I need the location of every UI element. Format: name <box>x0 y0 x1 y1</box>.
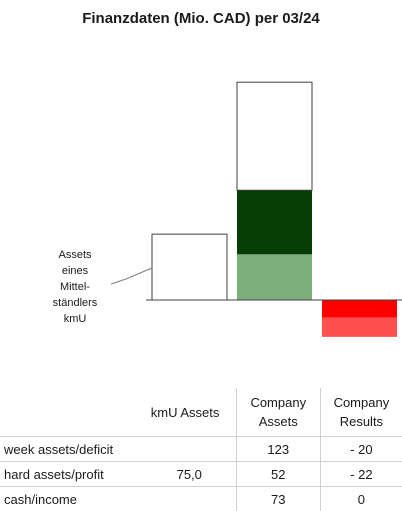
cell-company-assets: 73 <box>236 487 320 511</box>
annotation-line: ständlers <box>53 297 98 309</box>
table-header-row: kmU Assets Company Assets Company Result… <box>0 388 402 437</box>
bars-group <box>152 82 397 337</box>
cell-company-results: 0 <box>320 487 402 511</box>
header-company-results: Company Results <box>320 388 402 437</box>
cell-kmu: 75,0 <box>143 462 236 487</box>
annotation-line: kmU <box>64 313 87 325</box>
annotation-leader-line <box>111 268 152 284</box>
cell-company-assets: 123 <box>236 437 320 462</box>
bar-kmu-assets-hard-assets-profit <box>152 234 227 300</box>
annotation-kmu: Assets eines Mittel-ständlers kmU <box>53 249 98 325</box>
bar-company-assets-hard-assets-profit <box>237 254 312 300</box>
cell-company-results: - 20 <box>320 437 402 462</box>
annotation-line: Mittel- <box>60 281 90 293</box>
row-label: week assets/deficit <box>0 437 143 462</box>
cell-company-assets: 52 <box>236 462 320 487</box>
header-blank <box>0 388 143 437</box>
row-label: hard assets/profit <box>0 462 143 487</box>
header-company-assets: Company Assets <box>236 388 320 437</box>
header-kmu-assets: kmU Assets <box>143 388 236 437</box>
cell-company-results: - 22 <box>320 462 402 487</box>
row-label: cash/income <box>0 487 143 511</box>
bar-company-results-week-assets-deficit <box>322 300 397 318</box>
table-row: week assets/deficit 123 - 20 <box>0 437 402 462</box>
cell-kmu <box>143 437 236 462</box>
annotation-line: Assets <box>58 249 92 261</box>
financial-data-table: kmU Assets Company Assets Company Result… <box>0 388 402 511</box>
bar-company-results-hard-assets-profit <box>322 318 397 337</box>
table-row: cash/income 73 0 <box>0 487 402 511</box>
table-row: hard assets/profit 75,0 52 - 22 <box>0 462 402 487</box>
annotation-line: eines <box>62 265 89 277</box>
stacked-bar-chart: Assets eines Mittel-ständlers kmU <box>0 0 402 380</box>
bar-company-assets-week-assets-deficit <box>237 82 312 190</box>
cell-kmu <box>143 487 236 511</box>
bar-company-assets-cash-income <box>237 190 312 254</box>
